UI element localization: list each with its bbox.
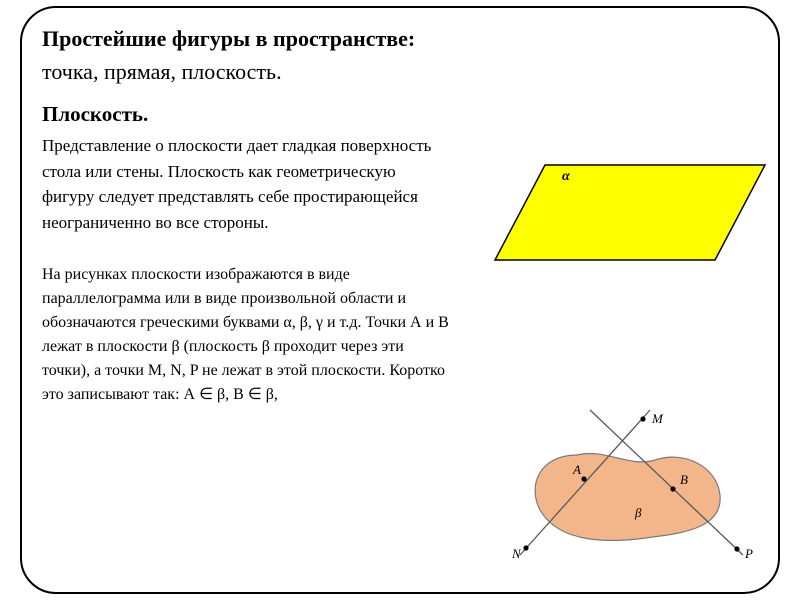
- slide-title: Простейшие фигуры в пространстве: точка,…: [42, 22, 452, 88]
- point-A: [581, 476, 586, 481]
- point-label-P: P: [744, 546, 753, 561]
- title-bold: Простейшие фигуры в пространстве:: [42, 26, 415, 51]
- text-content: Простейшие фигуры в пространстве: точка,…: [42, 22, 452, 407]
- point-label-N: N: [511, 546, 522, 561]
- paragraph-1: Представление о плоскости дает гладкая п…: [42, 133, 452, 235]
- point-label-M: M: [651, 411, 664, 426]
- subtitle-plane: Плоскость.: [42, 102, 452, 127]
- figure-plane-parallelogram: α: [490, 150, 770, 280]
- title-rest: точка, прямая, плоскость.: [42, 59, 282, 84]
- plane-label-beta: β: [634, 505, 642, 520]
- plane-label-alpha: α: [562, 169, 570, 184]
- figure-plane-arbitrary: A B M N P β: [485, 395, 780, 575]
- point-label-B: B: [680, 472, 688, 487]
- plane-polygon: [495, 165, 765, 260]
- point-M: [640, 416, 645, 421]
- point-P: [734, 546, 739, 551]
- slide: Простейшие фигуры в пространстве: точка,…: [0, 0, 800, 600]
- point-label-A: A: [572, 462, 581, 477]
- paragraph-2: На рисунках плоскости изображаются в вид…: [42, 263, 452, 407]
- point-B: [670, 486, 675, 491]
- point-N: [523, 545, 528, 550]
- plane-blob: [535, 453, 720, 540]
